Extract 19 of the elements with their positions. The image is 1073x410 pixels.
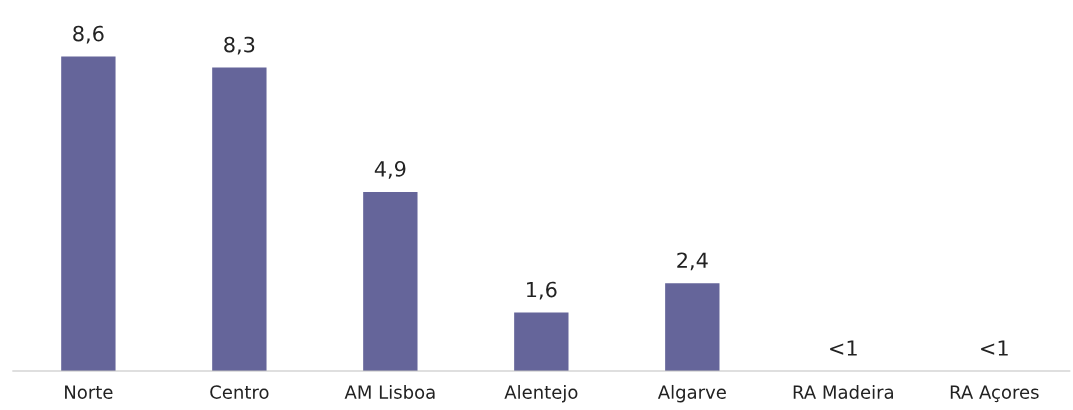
bar	[61, 56, 116, 372]
bar	[363, 191, 418, 372]
x-tick-label: AM Lisboa	[344, 384, 435, 399]
x-tick-label: Norte	[65, 385, 113, 399]
data-label: 8,3	[224, 36, 255, 55]
data-label: 2,4	[677, 252, 708, 271]
x-tick-label: RA Madeira	[793, 384, 893, 399]
x-tick-label: Alentejo	[504, 384, 578, 403]
x-tick-label: RA Açores	[950, 385, 1039, 403]
x-tick-label: Centro	[210, 385, 269, 399]
data-label: 1,6	[527, 281, 557, 300]
data-label: 4,9	[374, 160, 406, 179]
text: <1	[830, 340, 857, 356]
bar	[514, 312, 569, 372]
bar	[665, 283, 720, 372]
data-label: 8,6	[73, 25, 104, 44]
x-tick-label: Algarve	[657, 384, 726, 403]
text: <1	[981, 340, 1008, 356]
bar	[212, 67, 267, 372]
